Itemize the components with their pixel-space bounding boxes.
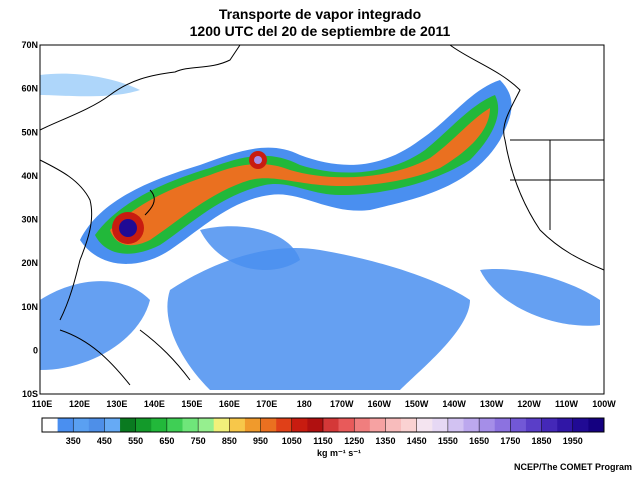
- colorbar-cell: [385, 418, 402, 432]
- lon-label: 160E: [219, 399, 240, 409]
- lon-label: 110W: [555, 399, 579, 409]
- lon-label: 180: [297, 399, 312, 409]
- colorbar-cell: [401, 418, 417, 432]
- subtitle: 1200 UTC del 20 de septiembre de 2011: [190, 23, 451, 39]
- colorbar-cell: [416, 418, 433, 432]
- colorbar-cell: [73, 418, 90, 432]
- lon-label: 100W: [592, 399, 616, 409]
- lon-label: 130E: [106, 399, 127, 409]
- colorbar-cell: [229, 418, 246, 432]
- colorbar-cell: [525, 418, 542, 432]
- colorbar-cell: [42, 418, 58, 432]
- moisture-field: [167, 248, 471, 390]
- colorbar-cell: [151, 418, 168, 432]
- map: [39, 44, 605, 395]
- lon-label: 140W: [442, 399, 466, 409]
- lon-label: 150W: [405, 399, 429, 409]
- lon-label: 130W: [480, 399, 504, 409]
- colorbar-cell: [541, 418, 558, 432]
- colorbar-cell: [479, 418, 496, 432]
- colorbar-cell: [557, 418, 574, 432]
- lon-label: 110E: [32, 399, 53, 409]
- colorbar-tick-label: 1350: [375, 436, 395, 446]
- colorbar-cell: [213, 418, 230, 432]
- colorbar-tick-label: 1550: [438, 436, 458, 446]
- colorbar-tick-label: 750: [191, 436, 206, 446]
- lat-label: 10N: [21, 302, 38, 312]
- colorbar-tick-label: 950: [253, 436, 268, 446]
- colorbar-cell: [432, 418, 449, 432]
- colorbar-tick-label: 1250: [344, 436, 364, 446]
- moisture-field: [200, 226, 300, 270]
- lat-label: 10S: [22, 389, 38, 399]
- colorbar-cell: [463, 418, 480, 432]
- colorbar-cell: [447, 418, 464, 432]
- colorbar-tick-label: 1050: [282, 436, 302, 446]
- colorbar-tick-label: 850: [222, 436, 237, 446]
- colorbar-cell: [88, 418, 105, 432]
- colorbar-tick-label: 1750: [500, 436, 520, 446]
- colorbar-tick-label: 1950: [563, 436, 583, 446]
- colorbar-cell: [135, 418, 152, 432]
- atmospheric-river: [110, 108, 490, 246]
- credit: NCEP/The COMET Program: [514, 462, 632, 472]
- colorbar-cell: [198, 418, 215, 432]
- colorbar-cell: [260, 418, 277, 432]
- lat-label: 20N: [21, 258, 38, 268]
- lat-label: 30N: [21, 215, 38, 225]
- map-frame: [39, 44, 605, 395]
- moisture-field: [40, 73, 140, 97]
- lon-label: 160W: [367, 399, 391, 409]
- lat-label: 40N: [21, 171, 38, 181]
- lat-label: 60N: [21, 84, 38, 94]
- colorbar-tick-label: 650: [159, 436, 174, 446]
- colorbar-tick-label: 1650: [469, 436, 489, 446]
- colorbar-cell: [572, 418, 589, 432]
- colorbar-cell: [588, 418, 605, 432]
- coastline: [59, 329, 191, 386]
- colorbar-cell: [307, 418, 324, 432]
- lon-label: 120E: [69, 399, 90, 409]
- colorbar-cell: [510, 418, 527, 432]
- lon-label: 140E: [144, 399, 165, 409]
- colorbar-cell: [104, 418, 121, 432]
- colorbar-cell: [120, 418, 136, 432]
- cyclone: [254, 156, 262, 164]
- lat-label: 0: [33, 345, 38, 355]
- lat-label: 70N: [21, 40, 38, 50]
- colorbar-cell: [291, 418, 308, 432]
- colorbar-tick-label: 1850: [532, 436, 552, 446]
- colorbar-cell: [354, 418, 371, 432]
- colorbar-cell: [369, 418, 386, 432]
- colorbar-cell: [166, 418, 183, 432]
- colorbar-tick-label: 350: [66, 436, 81, 446]
- title: Transporte de vapor integrado: [219, 6, 421, 22]
- colorbar-cell: [57, 418, 74, 432]
- colorbar-cell: [182, 418, 199, 432]
- colorbar-unit: kg m⁻¹ s⁻¹: [317, 448, 361, 458]
- colorbar-tick-label: 550: [128, 436, 143, 446]
- lon-label: 170E: [256, 399, 277, 409]
- colorbar-cell: [494, 418, 511, 432]
- moisture-field: [480, 269, 600, 326]
- colorbar-cell: [244, 418, 261, 432]
- lon-label: 150E: [181, 399, 202, 409]
- lon-label: 120W: [517, 399, 541, 409]
- colorbar-cell: [323, 418, 339, 432]
- colorbar-cell: [338, 418, 355, 432]
- coastline: [39, 44, 241, 321]
- lon-label: 170W: [330, 399, 354, 409]
- colorbar-tick-label: 1450: [407, 436, 427, 446]
- colorbar-cell: [276, 418, 293, 432]
- colorbar: 350 450 550 650 750 850 950 1050 1150 1250 1350 145…: [41, 417, 605, 446]
- colorbar-tick-label: 1150: [313, 436, 333, 446]
- typhoon: [119, 219, 137, 237]
- lat-label: 50N: [21, 127, 38, 137]
- colorbar-tick-label: 450: [97, 436, 112, 446]
